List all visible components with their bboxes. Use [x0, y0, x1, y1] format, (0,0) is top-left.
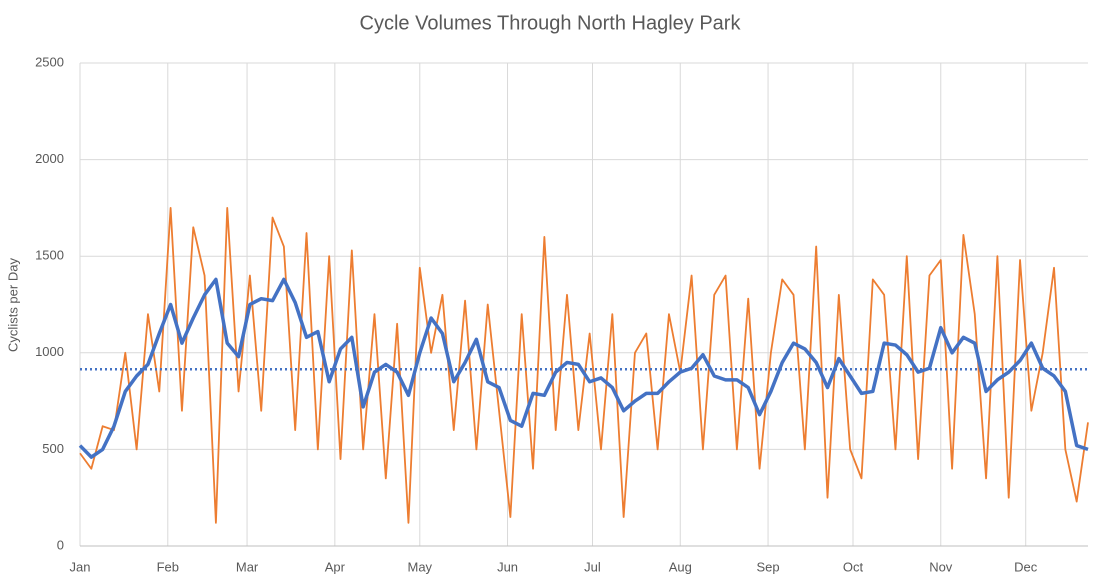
x-tick-label: Jun: [497, 559, 518, 574]
x-tick-label: Aug: [669, 559, 692, 574]
x-tick-label: Jan: [70, 559, 91, 574]
chart-title: Cycle Volumes Through North Hagley Park: [360, 12, 742, 34]
y-tick-label: 2000: [35, 151, 64, 166]
series-line: [79, 206, 1089, 524]
x-tick-label: Apr: [325, 559, 346, 574]
y-tick-label: 0: [57, 537, 64, 552]
y-tick-label: 500: [42, 441, 64, 456]
y-tick-label: 1000: [35, 344, 64, 359]
x-tick-label: Oct: [843, 559, 864, 574]
x-tick-label: Nov: [929, 559, 953, 574]
y-tick-label: 1500: [35, 248, 64, 263]
x-tick-label: May: [407, 559, 432, 574]
x-tick-label: Mar: [236, 559, 259, 574]
x-tick-label: Feb: [157, 559, 179, 574]
x-tick-label: Jul: [584, 559, 601, 574]
y-axis-label: Cyclists per Day: [5, 258, 20, 352]
x-tick-label: Dec: [1014, 559, 1038, 574]
series-line: [78, 277, 1089, 459]
x-tick-label: Sep: [756, 559, 779, 574]
y-tick-label: 2500: [35, 54, 64, 69]
